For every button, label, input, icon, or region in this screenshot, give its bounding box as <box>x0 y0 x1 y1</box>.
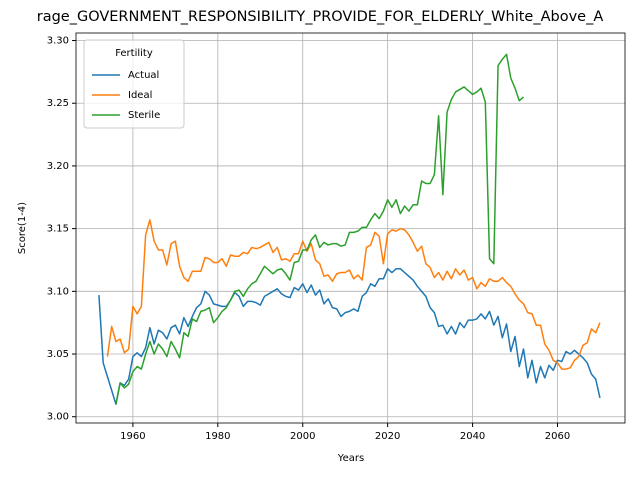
legend-title: Fertility <box>115 48 153 59</box>
x-tick-label: 2060 <box>545 431 570 442</box>
y-tick-label: 3.05 <box>47 349 69 360</box>
line-series <box>115 53 525 405</box>
x-axis-label: Years <box>337 453 364 464</box>
y-tick-label: 3.15 <box>47 224 69 235</box>
plot-frame <box>75 32 626 424</box>
legend: Fertility Actual Ideal Sterile <box>83 39 185 129</box>
y-tick-label: 3.25 <box>47 98 69 109</box>
y-tick-label: 3.30 <box>47 36 69 47</box>
x-tick-label: 2040 <box>460 431 485 442</box>
chart-title: rage_GOVERNMENT_RESPONSIBILITY_PROVIDE_F… <box>37 9 604 25</box>
y-axis-label: Score(1-4) <box>17 202 28 254</box>
y-tick-label: 3.00 <box>47 412 69 423</box>
x-tick-label: 1980 <box>205 431 230 442</box>
legend-box <box>83 39 185 129</box>
line-series <box>98 268 601 405</box>
line-series <box>106 219 601 370</box>
legend-label: Ideal <box>128 90 152 101</box>
legend-label: Sterile <box>128 110 160 121</box>
x-tick-label: 1960 <box>120 431 145 442</box>
x-tick-label: 2000 <box>290 431 315 442</box>
y-tick-label: 3.20 <box>47 161 69 172</box>
legend-label: Actual <box>128 70 159 81</box>
y-tick-label: 3.10 <box>47 286 69 297</box>
x-tick-label: 2020 <box>375 431 400 442</box>
